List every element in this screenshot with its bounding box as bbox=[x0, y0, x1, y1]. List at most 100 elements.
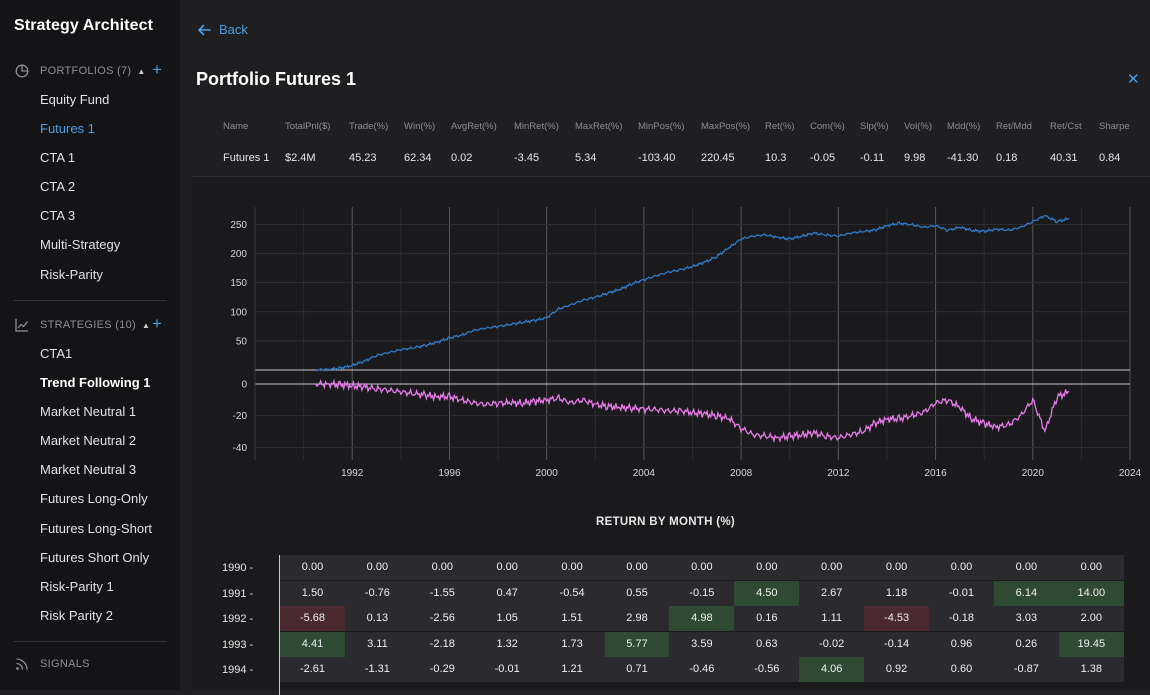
heatmap-cell: -0.76 bbox=[344, 580, 410, 606]
portfolios-item[interactable]: CTA 1 bbox=[40, 150, 76, 166]
strategies-item[interactable]: CTA1 bbox=[40, 346, 73, 361]
heatmap-cell: 3.11 bbox=[344, 631, 410, 657]
heatmap-cell: 3.03 bbox=[993, 606, 1059, 632]
x-tick-label: 2004 bbox=[633, 468, 656, 479]
heatmap-cell: 0.16 bbox=[734, 606, 800, 632]
heatmap-cell: 3.59 bbox=[669, 631, 735, 657]
heatmap-cell: 0.00 bbox=[929, 555, 994, 580]
year-label: 1992 - bbox=[222, 613, 254, 626]
heatmap-cell: -0.54 bbox=[539, 580, 605, 606]
heatmap-cell: -0.29 bbox=[409, 657, 475, 683]
strategies-item[interactable]: Market Neutral 2 bbox=[40, 433, 137, 449]
back-button[interactable]: Back bbox=[197, 22, 248, 37]
stat-header: Slp(%) bbox=[860, 121, 889, 132]
stat-header: Name bbox=[223, 121, 249, 132]
x-tick-label: 2012 bbox=[827, 468, 850, 479]
heatmap-cell: 2.98 bbox=[604, 606, 670, 632]
strategies-item[interactable]: Risk Parity 2 bbox=[40, 607, 113, 623]
stat-value: 0.18 bbox=[996, 152, 1018, 164]
portfolios-item[interactable]: Futures 1 bbox=[40, 121, 95, 137]
stat-value: 5.34 bbox=[575, 152, 597, 164]
heatmap-cell: -0.56 bbox=[734, 657, 800, 683]
y-tick-label: 100 bbox=[230, 307, 247, 318]
strategies-section-header[interactable]: STRATEGIES (10) ▲ + bbox=[14, 314, 162, 333]
strategies-item[interactable]: Market Neutral 1 bbox=[40, 404, 137, 420]
portfolios-item[interactable]: Equity Fund bbox=[40, 92, 110, 107]
heatmap-cell: -2.18 bbox=[409, 631, 475, 657]
stat-value: 10.3 bbox=[765, 152, 787, 164]
line-chart-icon bbox=[14, 317, 30, 333]
strategies-item[interactable]: Futures Long-Short bbox=[40, 520, 153, 536]
stat-value: 62.34 bbox=[404, 152, 432, 164]
x-tick-label: 1992 bbox=[341, 468, 364, 479]
strategies-item[interactable]: Futures Long-Only bbox=[40, 491, 148, 507]
heatmap-cell: 1.05 bbox=[474, 606, 540, 632]
equity-curve-line bbox=[315, 214, 1070, 372]
add-portfolio-icon[interactable]: + bbox=[152, 60, 163, 79]
heatmap-cell: 19.45 bbox=[1058, 631, 1124, 657]
stat-value: -0.11 bbox=[860, 152, 885, 164]
heatmap-cell: 1.18 bbox=[864, 580, 930, 606]
drawdown-line bbox=[315, 378, 1070, 444]
stat-header: Com(%) bbox=[810, 121, 845, 132]
signals-section-header[interactable]: SIGNALS bbox=[14, 656, 90, 672]
performance-chart: 1992 1996 2000 2004 2008 2012 2016 2020 20245010… bbox=[230, 207, 1142, 479]
heatmap-cell: 0.00 bbox=[734, 555, 800, 580]
stat-header: MinPos(%) bbox=[638, 121, 685, 132]
heatmap-cell: -0.87 bbox=[993, 657, 1059, 683]
portfolios-item[interactable]: Risk-Parity bbox=[40, 266, 103, 282]
portfolios-item[interactable]: CTA 2 bbox=[40, 179, 76, 195]
heatmap-cell: 6.14 bbox=[993, 580, 1059, 606]
y-tick-label: 250 bbox=[230, 220, 247, 231]
strategies-label: STRATEGIES (10) bbox=[40, 319, 136, 331]
heatmap-cell: -0.02 bbox=[799, 631, 865, 657]
y-tick-label: -40 bbox=[233, 443, 248, 454]
portfolios-item[interactable]: Multi-Strategy bbox=[40, 237, 121, 253]
caret-up-icon[interactable]: ▲ bbox=[141, 320, 151, 330]
app-title: Strategy Architect bbox=[14, 17, 154, 34]
caret-up-icon[interactable]: ▲ bbox=[137, 66, 146, 76]
heatmap-cell: -5.68 bbox=[280, 606, 345, 632]
heatmap-cell: 0.60 bbox=[929, 657, 994, 683]
stat-header: Win(%) bbox=[404, 121, 436, 132]
heatmap-cell: 0.63 bbox=[734, 631, 800, 657]
strategies-item[interactable]: Risk-Parity 1 bbox=[40, 578, 114, 594]
add-strategy-icon[interactable]: + bbox=[152, 314, 163, 333]
strategies-item[interactable]: Futures Short Only bbox=[40, 549, 150, 565]
heatmap-cell: 1.50 bbox=[280, 580, 345, 606]
heatmap-cell: 0.00 bbox=[799, 555, 865, 580]
heatmap-cell: 0.00 bbox=[474, 555, 540, 580]
stats-table: Name Futures 1 TotalPnl($) $2.4M Trade(%) 45.… bbox=[192, 108, 1150, 177]
heatmap-cell: 4.50 bbox=[734, 580, 800, 606]
x-tick-label: 1996 bbox=[438, 468, 461, 479]
portfolios-section-header[interactable]: PORTFOLIOS (7) ▲ + bbox=[14, 60, 162, 79]
sidebar: Strategy Architect PORTFOLIOS (7) ▲ + Eq… bbox=[0, 0, 180, 690]
year-label: 1994 - bbox=[222, 664, 254, 677]
signal-icon bbox=[14, 656, 30, 672]
portfolios-item[interactable]: CTA 3 bbox=[40, 208, 76, 224]
heatmap-cell: 0.55 bbox=[604, 580, 670, 606]
y-tick-label: 150 bbox=[230, 278, 247, 289]
strategies-item[interactable]: Trend Following 1 bbox=[40, 375, 151, 391]
heatmap-cell: 1.38 bbox=[1058, 657, 1124, 683]
page-title: Portfolio Futures 1 bbox=[196, 69, 357, 89]
heatmap-cell: 0.00 bbox=[993, 555, 1059, 580]
heatmap-cell: -0.14 bbox=[864, 631, 930, 657]
heatmap-cell: 1.73 bbox=[539, 631, 605, 657]
year-label: 1990 - bbox=[222, 562, 254, 574]
arrow-left-icon bbox=[198, 24, 211, 35]
y-tick-label: 50 bbox=[236, 336, 248, 347]
heatmap-cell: 0.13 bbox=[344, 606, 410, 632]
stat-value: 220.45 bbox=[701, 152, 735, 164]
divider bbox=[14, 300, 167, 301]
y-tick-label: -20 bbox=[233, 411, 248, 422]
heatmap-cell: 0.26 bbox=[993, 631, 1059, 657]
strategies-item[interactable]: Market Neutral 3 bbox=[40, 462, 137, 478]
stat-header: Trade(%) bbox=[349, 121, 389, 132]
heatmap-cell: -4.53 bbox=[864, 606, 930, 632]
heatmap-cell: 0.96 bbox=[929, 631, 994, 657]
heatmap-cell: 4.41 bbox=[280, 631, 345, 657]
close-icon[interactable]: ✕ bbox=[1127, 71, 1140, 88]
heatmap-cell: 0.92 bbox=[864, 657, 930, 683]
stat-header: MaxPos(%) bbox=[701, 121, 751, 132]
